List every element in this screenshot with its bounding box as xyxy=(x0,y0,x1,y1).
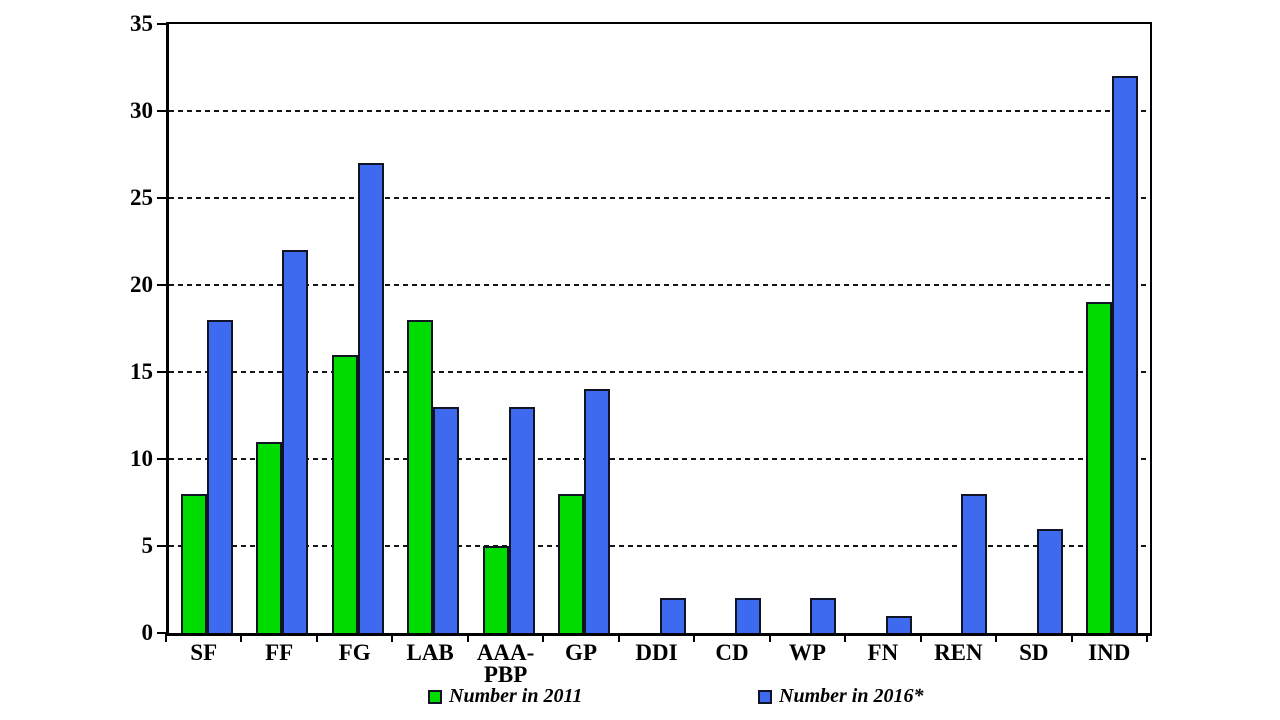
x-category-label-sd: SD xyxy=(1019,640,1049,665)
x-tick-5 xyxy=(542,634,544,642)
gridline-25 xyxy=(169,197,1150,199)
gridline-10 xyxy=(169,458,1150,460)
x-category-label-fn: FN xyxy=(867,640,899,665)
x-tick-6 xyxy=(618,634,620,642)
y-tick-label-35: 35 xyxy=(130,11,153,36)
legend-item-number-in-2011: Number in 2011 xyxy=(428,685,582,708)
x-category-label-lab: LAB xyxy=(406,640,454,665)
y-tick-label-20: 20 xyxy=(130,272,153,297)
x-tick-2 xyxy=(316,634,318,642)
bar-number-in-2011-sf xyxy=(180,494,207,633)
legend-label-number-in-2016: Number in 2016* xyxy=(779,685,924,707)
plot-area xyxy=(166,22,1152,636)
bar-number-in-2016-cd xyxy=(734,598,761,633)
y-tick-0 xyxy=(157,632,166,634)
x-category-label-sf: SF xyxy=(190,640,218,665)
bar-number-in-2011-ind xyxy=(1086,302,1113,633)
y-tick-label-0: 0 xyxy=(141,620,154,645)
x-category-label-gp: GP xyxy=(565,640,598,665)
y-tick-15 xyxy=(157,371,166,373)
y-tick-label-15: 15 xyxy=(130,359,153,384)
x-tick-11 xyxy=(995,634,997,642)
bar-number-in-2016-ddi xyxy=(659,598,686,633)
gridline-5 xyxy=(169,545,1150,547)
x-tick-8 xyxy=(769,634,771,642)
bar-number-in-2016-ff xyxy=(282,250,309,633)
x-tick-0 xyxy=(165,634,167,642)
bar-number-in-2016-sf xyxy=(206,320,233,633)
x-tick-13 xyxy=(1146,634,1148,642)
x-tick-4 xyxy=(467,634,469,642)
legend-label-number-in-2011: Number in 2011 xyxy=(449,685,583,707)
y-tick-20 xyxy=(157,284,166,286)
x-tick-12 xyxy=(1071,634,1073,642)
bar-number-in-2016-lab xyxy=(433,407,460,633)
y-tick-30 xyxy=(157,110,166,112)
x-tick-3 xyxy=(391,634,393,642)
bar-number-in-2016-sd xyxy=(1036,529,1063,633)
bar-number-in-2011-gp xyxy=(558,494,585,633)
x-category-label-ddi: DDI xyxy=(635,640,678,665)
x-tick-7 xyxy=(693,634,695,642)
bar-number-in-2011-ff xyxy=(256,442,283,633)
y-tick-label-25: 25 xyxy=(130,185,153,210)
bar-number-in-2011-lab xyxy=(407,320,434,633)
x-tick-1 xyxy=(240,634,242,642)
legend-swatch-number-in-2016 xyxy=(758,689,772,704)
bar-number-in-2016-fg xyxy=(357,163,384,633)
x-category-label-ff: FF xyxy=(265,640,294,665)
bar-number-in-2016-ren xyxy=(961,494,988,633)
y-tick-label-10: 10 xyxy=(130,446,153,471)
bar-number-in-2016-wp xyxy=(810,598,837,633)
legend-swatch-number-in-2011 xyxy=(428,689,442,704)
gridline-30 xyxy=(169,110,1150,112)
x-category-label-ind: IND xyxy=(1088,640,1131,665)
y-tick-label-5: 5 xyxy=(141,533,154,558)
x-category-label-fg: FG xyxy=(338,640,371,665)
bar-number-in-2016-fn xyxy=(885,616,912,633)
legend-item-number-in-2016: Number in 2016* xyxy=(758,685,923,708)
x-category-label-wp: WP xyxy=(788,640,826,665)
x-tick-10 xyxy=(920,634,922,642)
bar-number-in-2011-fg xyxy=(331,355,358,633)
x-category-label-cd: CD xyxy=(715,640,749,665)
gridline-20 xyxy=(169,284,1150,286)
bar-number-in-2011-aaa-pbp xyxy=(482,546,509,633)
y-tick-label-30: 30 xyxy=(130,98,153,123)
y-tick-5 xyxy=(157,545,166,547)
bar-number-in-2016-ind xyxy=(1112,76,1139,633)
bar-number-in-2016-gp xyxy=(584,389,611,633)
x-category-label-aaa-pbp: AAA- PBP xyxy=(476,640,535,687)
y-tick-25 xyxy=(157,197,166,199)
y-tick-10 xyxy=(157,458,166,460)
gridline-15 xyxy=(169,371,1150,373)
x-tick-9 xyxy=(844,634,846,642)
bar-number-in-2016-aaa-pbp xyxy=(508,407,535,633)
y-tick-35 xyxy=(157,23,166,25)
x-category-label-ren: REN xyxy=(934,640,983,665)
